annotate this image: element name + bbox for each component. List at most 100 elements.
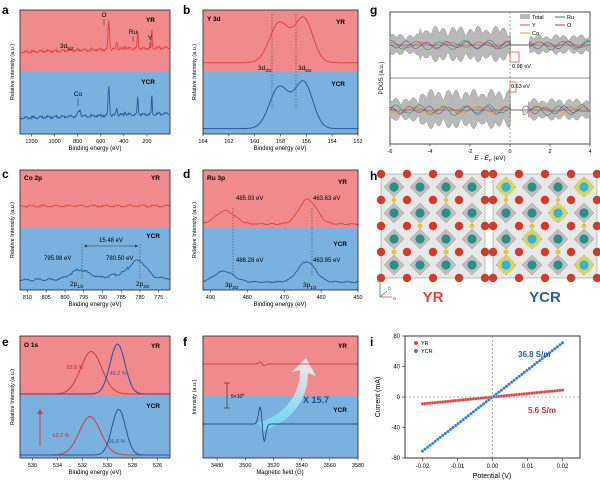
yttrium-atom xyxy=(581,223,587,229)
panel-d-xlabel: Binding energy (eV) xyxy=(253,302,306,308)
panel-e-top-band xyxy=(20,336,170,396)
legend-ycr-label: YCR xyxy=(421,349,433,355)
panel-c-peak2-label: 780.50 eV xyxy=(106,256,133,262)
panel-label-i: i xyxy=(370,335,373,349)
oxygen-atom xyxy=(480,247,490,257)
panel-d-3p12: 3p1/2 xyxy=(303,282,317,290)
iv-point xyxy=(433,439,437,443)
legend-yr-label: YR xyxy=(421,341,429,347)
iv-point xyxy=(423,447,427,451)
panel-a-frame xyxy=(19,9,171,135)
panel-e-xtick-label: 534 xyxy=(53,463,62,469)
oxygen-atom xyxy=(488,169,498,179)
panel-b-yr-curve xyxy=(203,16,358,64)
oxygen-atom xyxy=(592,221,600,231)
panel-a-xtick-label: 1200 xyxy=(25,139,37,145)
oxygen-atom xyxy=(592,169,600,179)
iv-point xyxy=(425,445,430,449)
oxygen-atom xyxy=(428,195,438,205)
ruthenium-atom xyxy=(441,182,451,192)
panel-g-o-top xyxy=(389,40,591,50)
legend-ru-label: Ru xyxy=(567,15,574,21)
panel-e-yr-pct-2: 46.2 % xyxy=(109,371,126,377)
panel-g-y-top xyxy=(389,41,591,48)
iv-point xyxy=(527,366,532,371)
panel-f-xtick-label: 3500 xyxy=(239,463,251,469)
panel-f-ycr-tag: YCR xyxy=(333,407,347,414)
panel-h: h YR YCR c a b xyxy=(370,169,600,306)
panel-a-xtick-label: 1000 xyxy=(48,139,60,145)
ruthenium-atom xyxy=(553,182,563,192)
iv-point xyxy=(540,356,544,361)
panel-e-increase-arrowhead xyxy=(37,409,43,414)
panel-d: d Ru 3p YR YCR 485.93 eV 463.63 eV 486.2… xyxy=(183,167,363,308)
iv-point xyxy=(502,386,506,390)
oxygen-atom xyxy=(566,195,576,205)
panel-c-xlabel: Binding energy (eV) xyxy=(68,302,121,308)
ruthenium-atom xyxy=(389,208,399,218)
panel-d-ycr-peak2: 463.95 eV xyxy=(313,258,340,264)
iv-point xyxy=(512,378,516,382)
iv-point xyxy=(448,427,453,432)
oxygen-atom xyxy=(514,247,524,257)
axis-triad: c a b xyxy=(377,279,397,302)
oxygen-atom xyxy=(540,247,550,257)
panel-e-xtick-label: 526 xyxy=(153,463,162,469)
legend-o-label: O xyxy=(567,23,572,29)
iv-point xyxy=(487,398,491,402)
oxygen-atom xyxy=(592,273,600,283)
iv-point xyxy=(548,351,552,355)
panel-e-yr-pct-1: 53.8 % xyxy=(66,365,83,371)
oxygen-atom xyxy=(592,247,600,257)
panel-a-peak-o: O xyxy=(101,12,106,19)
panel-i-ytick-label: 0 xyxy=(397,395,401,401)
panel-d-xticks: 490 480 470 460 450 xyxy=(206,290,363,301)
panel-e-ycr-pct-2: 36.8 % xyxy=(108,439,125,445)
oxygen-atom xyxy=(566,169,576,179)
panel-e-xtick-label: 536 xyxy=(28,463,37,469)
panel-i-yticks: 80 40 0 -40 -80 xyxy=(391,334,405,462)
panel-a-yr-tag: YR xyxy=(146,17,155,24)
iv-point xyxy=(560,341,565,345)
panel-label-c: c xyxy=(2,167,9,181)
panel-f-top-band xyxy=(203,336,358,396)
iv-point xyxy=(550,349,555,353)
iv-point xyxy=(456,421,460,426)
panel-g-o-bottom xyxy=(389,105,591,115)
cobalt-atom xyxy=(579,260,589,270)
panel-f: f 5×106 YR YCR X 15.7 3480 3500 3520 3540 35… xyxy=(183,335,364,476)
panel-c-2p12: 2p1/2 xyxy=(70,281,84,289)
ruthenium-atom xyxy=(415,182,425,192)
panel-c-xtick-label: 775 xyxy=(154,295,163,301)
panel-d-xtick-label: 490 xyxy=(206,295,215,301)
panel-g-co-bottom xyxy=(389,106,591,114)
panel-b-xlabel: Binding energy (eV) xyxy=(253,146,306,152)
iv-point xyxy=(446,429,450,434)
ruthenium-atom xyxy=(441,208,451,218)
oxygen-atom xyxy=(540,221,550,231)
panel-g-gap-top-mark xyxy=(509,51,520,63)
iv-point xyxy=(479,404,483,408)
panel-b-xtick-label: 164 xyxy=(198,139,207,145)
panel-e-xtick-label: 530 xyxy=(103,463,112,469)
iv-point xyxy=(453,423,458,428)
panel-g-ru-bottom xyxy=(389,104,591,116)
iv-point xyxy=(499,388,504,392)
panel-e-xticks: 536 534 532 530 528 526 xyxy=(28,458,162,469)
iv-point xyxy=(481,402,486,406)
oxygen-atom xyxy=(376,273,386,283)
oxygen-atom xyxy=(402,221,412,231)
panel-f-xticks: 3480 3500 3520 3540 3560 3580 xyxy=(211,458,364,469)
panel-c-split-label: 15.48 eV xyxy=(99,238,123,244)
iv-point xyxy=(436,437,440,441)
oxygen-atom xyxy=(566,273,576,283)
panel-g-total-bottom xyxy=(389,88,591,129)
iv-point xyxy=(476,406,481,410)
oxygen-atom xyxy=(488,273,498,283)
oxygen-atom xyxy=(480,169,490,179)
panel-label-g: g xyxy=(370,3,377,17)
panel-b-top-band xyxy=(203,10,358,72)
oxygen-atom xyxy=(428,169,438,179)
oxygen-atom xyxy=(514,169,524,179)
ruthenium-atom xyxy=(415,208,425,218)
